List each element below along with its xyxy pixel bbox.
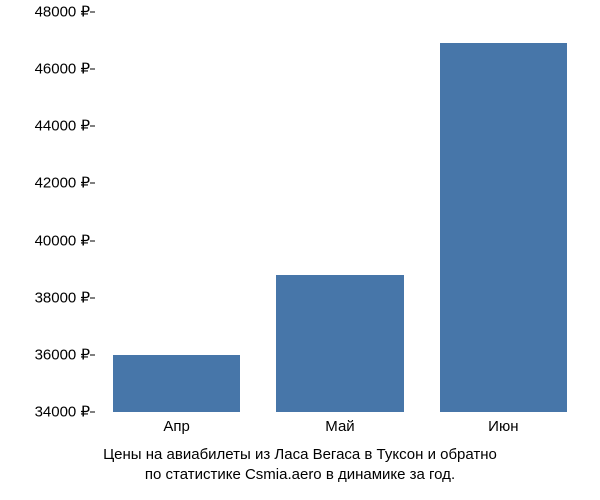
y-tick bbox=[90, 240, 95, 241]
y-tick bbox=[90, 126, 95, 127]
y-tick bbox=[90, 297, 95, 298]
y-tick-label: 46000 ₽ bbox=[10, 62, 90, 77]
y-tick-label: 44000 ₽ bbox=[10, 119, 90, 134]
y-tick bbox=[90, 412, 95, 413]
bar bbox=[276, 275, 403, 412]
bar bbox=[440, 43, 567, 412]
y-tick-label: 34000 ₽ bbox=[10, 405, 90, 420]
x-tick-label: Июн bbox=[488, 418, 518, 435]
y-tick-label: 36000 ₽ bbox=[10, 347, 90, 362]
y-tick bbox=[90, 354, 95, 355]
y-tick bbox=[90, 69, 95, 70]
y-tick-label: 40000 ₽ bbox=[10, 233, 90, 248]
y-tick bbox=[90, 183, 95, 184]
plot-area bbox=[95, 12, 585, 412]
y-tick bbox=[90, 12, 95, 13]
x-tick-label: Май bbox=[325, 418, 354, 435]
x-tick-label: Апр bbox=[163, 418, 189, 435]
chart-caption: Цены на авиабилеты из Ласа Вегаса в Тукс… bbox=[0, 445, 600, 486]
caption-line-1: Цены на авиабилеты из Ласа Вегаса в Тукс… bbox=[103, 446, 497, 463]
bar bbox=[113, 355, 240, 412]
y-tick-label: 38000 ₽ bbox=[10, 290, 90, 305]
y-tick-label: 48000 ₽ bbox=[10, 5, 90, 20]
y-tick-label: 42000 ₽ bbox=[10, 176, 90, 191]
caption-line-2: по статистике Csmia.aero в динамике за г… bbox=[145, 466, 455, 483]
price-bar-chart: 34000 ₽ 36000 ₽ 38000 ₽ 40000 ₽ 42000 ₽ 44000… bbox=[0, 0, 600, 500]
